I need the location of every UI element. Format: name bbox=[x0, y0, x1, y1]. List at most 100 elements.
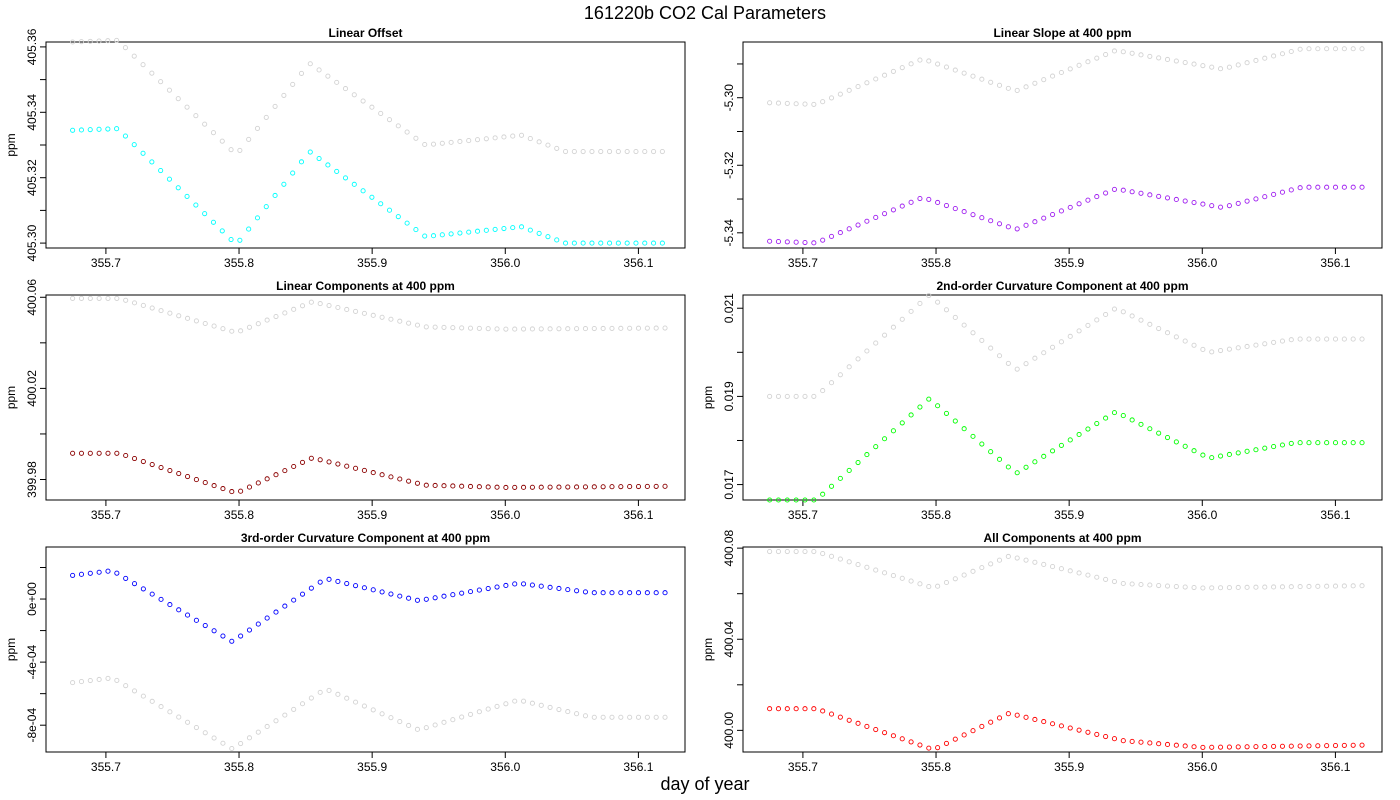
data-point bbox=[1094, 55, 1100, 61]
data-point bbox=[1315, 583, 1321, 589]
data-point bbox=[264, 615, 270, 621]
data-point bbox=[483, 136, 489, 142]
data-point bbox=[122, 45, 128, 51]
data-point bbox=[908, 412, 914, 418]
data-point bbox=[167, 602, 173, 608]
data-point bbox=[299, 303, 306, 309]
data-point bbox=[503, 326, 509, 332]
data-point bbox=[917, 57, 923, 63]
data-point bbox=[1129, 581, 1135, 587]
data-point bbox=[979, 441, 985, 447]
data-point bbox=[87, 127, 93, 133]
data-point bbox=[873, 444, 879, 450]
data-point bbox=[441, 593, 447, 599]
data-point bbox=[1341, 742, 1347, 748]
data-point bbox=[395, 214, 401, 220]
data-point bbox=[406, 722, 412, 729]
data-point bbox=[228, 147, 234, 153]
data-point bbox=[580, 240, 586, 246]
data-point bbox=[246, 226, 252, 232]
data-point bbox=[1138, 317, 1144, 323]
data-point bbox=[1076, 62, 1082, 68]
data-point bbox=[353, 308, 359, 314]
data-point bbox=[308, 299, 314, 305]
data-point bbox=[952, 576, 958, 582]
data-point bbox=[1014, 87, 1020, 93]
data-point bbox=[1111, 186, 1118, 192]
data-point bbox=[70, 572, 76, 578]
data-point bbox=[325, 73, 331, 79]
x-tick-label: 355.8 bbox=[921, 760, 951, 774]
data-point bbox=[1164, 330, 1171, 336]
panel-title: Linear Components at 400 ppm bbox=[276, 279, 455, 293]
data-point bbox=[1271, 584, 1277, 590]
series-1 bbox=[70, 295, 668, 334]
data-point bbox=[952, 67, 958, 73]
data-point bbox=[1129, 189, 1135, 195]
data-point bbox=[361, 703, 367, 709]
data-point bbox=[908, 199, 914, 205]
data-point bbox=[1041, 77, 1047, 83]
data-point bbox=[627, 714, 633, 720]
data-point bbox=[1120, 738, 1126, 744]
data-point bbox=[1076, 328, 1082, 334]
data-point bbox=[935, 583, 941, 589]
data-point bbox=[246, 627, 253, 633]
y-tick-label: -8e-04 bbox=[25, 708, 39, 743]
data-point bbox=[882, 730, 888, 736]
data-point bbox=[820, 388, 826, 394]
data-point bbox=[979, 565, 985, 571]
data-point bbox=[1147, 426, 1153, 432]
data-point bbox=[935, 61, 941, 67]
data-point bbox=[890, 428, 896, 434]
data-point bbox=[1297, 584, 1303, 590]
data-point bbox=[1050, 344, 1056, 350]
data-point bbox=[811, 240, 817, 246]
data-point bbox=[1023, 222, 1029, 228]
data-point bbox=[299, 591, 306, 597]
data-point bbox=[308, 585, 314, 591]
data-point bbox=[618, 484, 624, 490]
data-point bbox=[1200, 585, 1206, 591]
data-point bbox=[422, 141, 428, 148]
data-point bbox=[837, 230, 843, 236]
data-point bbox=[457, 230, 463, 236]
data-point bbox=[1235, 450, 1241, 456]
data-point bbox=[193, 617, 199, 623]
x-tick-label: 355.7 bbox=[788, 760, 818, 774]
data-point bbox=[908, 578, 914, 584]
data-point bbox=[775, 239, 782, 245]
data-point bbox=[167, 467, 173, 474]
data-point bbox=[864, 723, 870, 730]
data-point bbox=[1226, 64, 1232, 70]
data-point bbox=[591, 325, 597, 332]
data-point bbox=[1271, 191, 1277, 197]
data-point bbox=[149, 305, 155, 311]
data-point bbox=[114, 37, 120, 43]
data-point bbox=[837, 556, 843, 562]
data-point bbox=[166, 176, 172, 182]
data-point bbox=[820, 708, 826, 714]
data-point bbox=[158, 308, 164, 314]
data-point bbox=[229, 489, 235, 495]
data-point bbox=[1094, 194, 1100, 200]
data-point bbox=[360, 98, 366, 104]
data-point bbox=[952, 314, 958, 321]
data-point bbox=[448, 139, 454, 145]
data-point bbox=[263, 114, 269, 120]
data-point bbox=[105, 126, 111, 132]
data-point bbox=[1050, 73, 1056, 79]
data-point bbox=[855, 356, 861, 362]
data-point bbox=[476, 484, 482, 490]
data-point bbox=[767, 549, 773, 555]
data-point bbox=[335, 578, 341, 585]
data-point bbox=[1005, 360, 1011, 366]
data-point bbox=[545, 142, 551, 148]
data-point bbox=[176, 607, 182, 613]
x-tick-label: 355.9 bbox=[1054, 256, 1084, 270]
data-point bbox=[1200, 744, 1206, 750]
data-point bbox=[105, 675, 111, 681]
x-tick-label: 355.9 bbox=[1054, 760, 1084, 774]
data-point bbox=[598, 148, 604, 155]
data-point bbox=[414, 480, 421, 486]
